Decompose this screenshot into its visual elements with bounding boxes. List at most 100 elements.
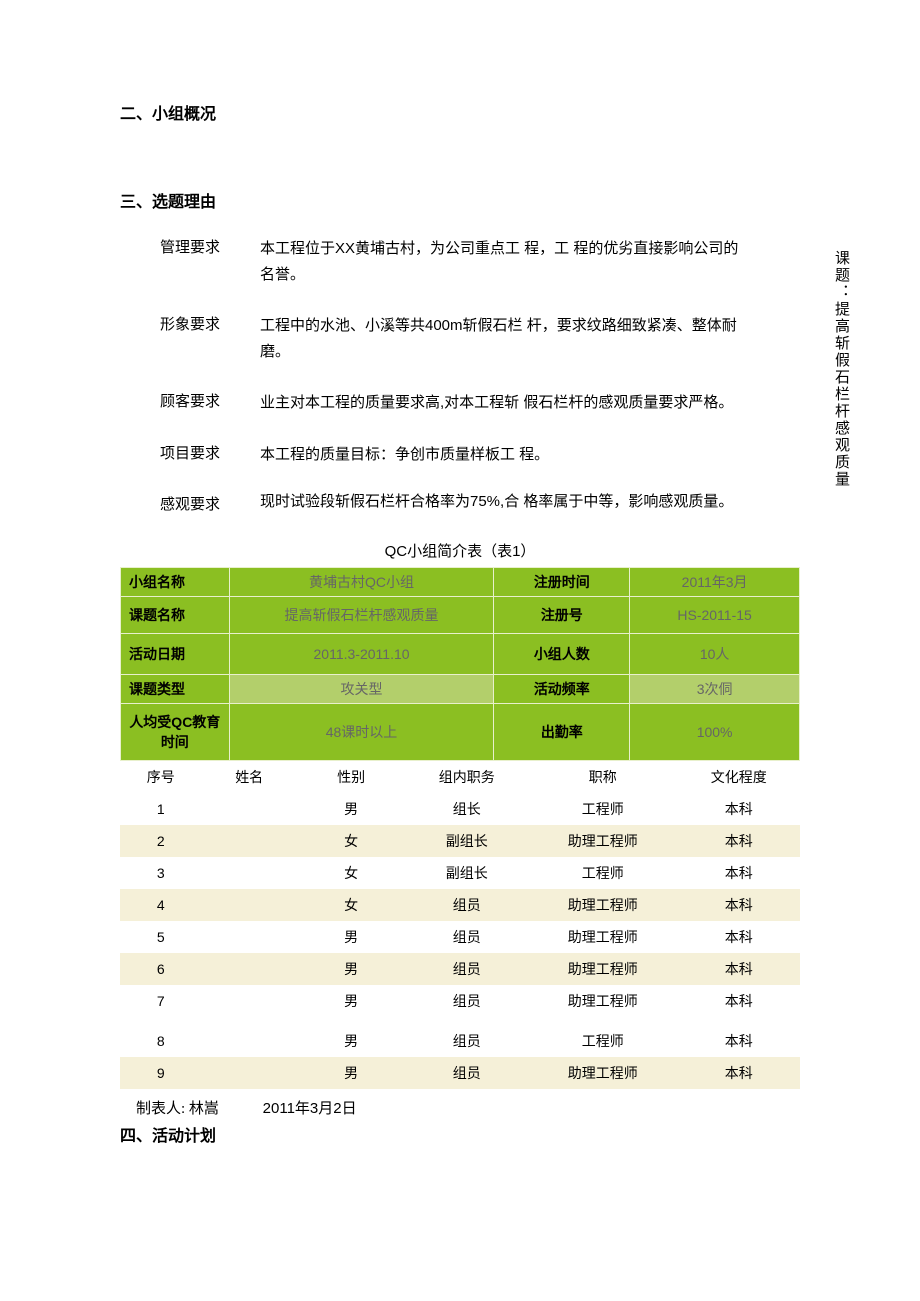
table-cell: 副组长 <box>406 857 528 889</box>
col-header: 组内职务 <box>406 761 528 793</box>
qc-cell-value: 黄埔古村QC小组 <box>229 568 494 597</box>
table-cell: 1 <box>120 793 202 825</box>
qc-cell-value: 2011年3月 <box>630 568 800 597</box>
qc-cell-value: 10人 <box>630 634 800 675</box>
table-cell: 男 <box>297 1025 406 1057</box>
table-cell: 2 <box>120 825 202 857</box>
spacer <box>120 148 800 188</box>
requirement-desc: 本工程的质量目标：争创市质量样板工 程。 <box>260 442 800 468</box>
qc-cell-label: 课题名称 <box>121 597 230 634</box>
table-cell: 助理工程师 <box>528 825 678 857</box>
table-cell: 6 <box>120 953 202 985</box>
table-cell <box>202 825 297 857</box>
table-cell: 工程师 <box>528 793 678 825</box>
col-header: 文化程度 <box>678 761 800 793</box>
table-cell: 助理工程师 <box>528 1057 678 1089</box>
maker-label: 制表人: 林嵩 <box>136 1101 219 1117</box>
table-cell: 组员 <box>406 921 528 953</box>
qc-cell-label: 活动频率 <box>494 675 630 704</box>
requirement-label: 感观要求 <box>120 493 260 514</box>
table-cell: 3 <box>120 857 202 889</box>
table-cell: 本科 <box>678 985 800 1017</box>
table-row: 6 男组员助理工程师本科 <box>120 953 800 985</box>
table-cell: 本科 <box>678 889 800 921</box>
table-row: 人均受QC教育时间 48课时以上 出勤率 100% <box>121 704 800 761</box>
qc-cell-value: 48课时以上 <box>229 704 494 761</box>
requirement-row: 形象要求 工程中的水池、小溪等共400m斩假石栏 杆，要求纹路细致紧凑、整体耐磨… <box>120 313 800 364</box>
table-cell: 组员 <box>406 1057 528 1089</box>
table-cell <box>202 985 297 1017</box>
document-page: 二、小组概况 三、选题理由 课题：提高斩假石栏杆感观质量 管理要求 本工程位于X… <box>0 0 920 1301</box>
section-3-heading: 三、选题理由 <box>120 188 800 212</box>
table-cell: 组员 <box>406 889 528 921</box>
table-cell: 男 <box>297 921 406 953</box>
qc-cell-label: 小组名称 <box>121 568 230 597</box>
table-cell <box>202 1057 297 1089</box>
table-cell: 本科 <box>678 953 800 985</box>
table-cell: 工程师 <box>528 857 678 889</box>
table-cell: 女 <box>297 825 406 857</box>
topic-vertical-label: 课题：提高斩假石栏杆感观质量 <box>832 250 850 488</box>
table-cell <box>202 1025 297 1057</box>
table-cell: 7 <box>120 985 202 1017</box>
table-cell <box>202 889 297 921</box>
qc-cell-value: HS-2011-15 <box>630 597 800 634</box>
table-cell: 助理工程师 <box>528 985 678 1017</box>
qc-cell-label: 小组人数 <box>494 634 630 675</box>
table-cell: 助理工程师 <box>528 953 678 985</box>
requirement-desc: 工程中的水池、小溪等共400m斩假石栏 杆，要求纹路细致紧凑、整体耐磨。 <box>260 313 800 364</box>
table-cell: 本科 <box>678 793 800 825</box>
qc-summary-table: 小组名称 黄埔古村QC小组 注册时间 2011年3月 课题名称 提高斩假石栏杆感… <box>120 567 800 761</box>
table-cell <box>202 857 297 889</box>
table-cell: 8 <box>120 1025 202 1057</box>
table-row: 9 男组员助理工程师本科 <box>120 1057 800 1089</box>
table-cell: 男 <box>297 985 406 1017</box>
requirement-row: 管理要求 本工程位于XX黄埔古村，为公司重点工 程，工 程的优劣直接影响公司的名… <box>120 236 800 287</box>
table-cell: 助理工程师 <box>528 889 678 921</box>
table-cell: 女 <box>297 857 406 889</box>
requirement-desc: 现时试验段斩假石栏杆合格率为75%,合 格率属于中等，影响感观质量。 <box>260 489 800 515</box>
qc-cell-label: 活动日期 <box>121 634 230 675</box>
qc-cell-label: 注册号 <box>494 597 630 634</box>
qc-cell-label: 人均受QC教育时间 <box>121 704 230 761</box>
table-cell: 本科 <box>678 1025 800 1057</box>
table-row: 课题名称 提高斩假石栏杆感观质量 注册号 HS-2011-15 <box>121 597 800 634</box>
table-cell: 9 <box>120 1057 202 1089</box>
table-cell: 本科 <box>678 825 800 857</box>
table-cell: 组员 <box>406 953 528 985</box>
qc-table-caption: QC小组简介表（表1） <box>120 540 800 561</box>
table-row: 2 女副组长助理工程师本科 <box>120 825 800 857</box>
table-cell: 男 <box>297 953 406 985</box>
table-cell: 组长 <box>406 793 528 825</box>
qc-cell-value: 攻关型 <box>229 675 494 704</box>
table-cell: 副组长 <box>406 825 528 857</box>
table-cell: 工程师 <box>528 1025 678 1057</box>
qc-cell-value: 2011.3-2011.10 <box>229 634 494 675</box>
requirement-row: 感观要求 现时试验段斩假石栏杆合格率为75%,合 格率属于中等，影响感观质量。 <box>120 493 800 514</box>
qc-cell-label: 注册时间 <box>494 568 630 597</box>
requirement-label: 顾客要求 <box>120 390 260 411</box>
table-row: 8男组员工程师本科 <box>120 1025 800 1057</box>
table-row: 3 女副组长工程师本科 <box>120 857 800 889</box>
table-cell: 组员 <box>406 985 528 1017</box>
requirement-label: 项目要求 <box>120 442 260 463</box>
maker-date: 2011年3月2日 <box>263 1097 357 1118</box>
qc-cell-value: 提高斩假石栏杆感观质量 <box>229 597 494 634</box>
table-row: 1男组长工程师本科 <box>120 793 800 825</box>
table-row: 4女组员助理工程师本科 <box>120 889 800 921</box>
qc-cell-label: 课题类型 <box>121 675 230 704</box>
spacer-row <box>120 1017 800 1025</box>
table-footer: 制表人: 林嵩 2011年3月2日 <box>120 1097 800 1118</box>
table-cell: 本科 <box>678 921 800 953</box>
table-cell: 男 <box>297 1057 406 1089</box>
member-table-body: 1男组长工程师本科2女副组长助理工程师本科3女副组长工程师本科4女组员助理工程师… <box>120 793 800 1089</box>
table-cell: 本科 <box>678 857 800 889</box>
table-cell: 本科 <box>678 1057 800 1089</box>
table-cell: 4 <box>120 889 202 921</box>
table-row: 5男组员助理工程师本科 <box>120 921 800 953</box>
table-row: 课题类型 攻关型 活动频率 3次侗 <box>121 675 800 704</box>
section-4-heading: 四、活动计划 <box>120 1122 800 1146</box>
table-row: 小组名称 黄埔古村QC小组 注册时间 2011年3月 <box>121 568 800 597</box>
table-cell <box>202 793 297 825</box>
table-cell <box>202 921 297 953</box>
